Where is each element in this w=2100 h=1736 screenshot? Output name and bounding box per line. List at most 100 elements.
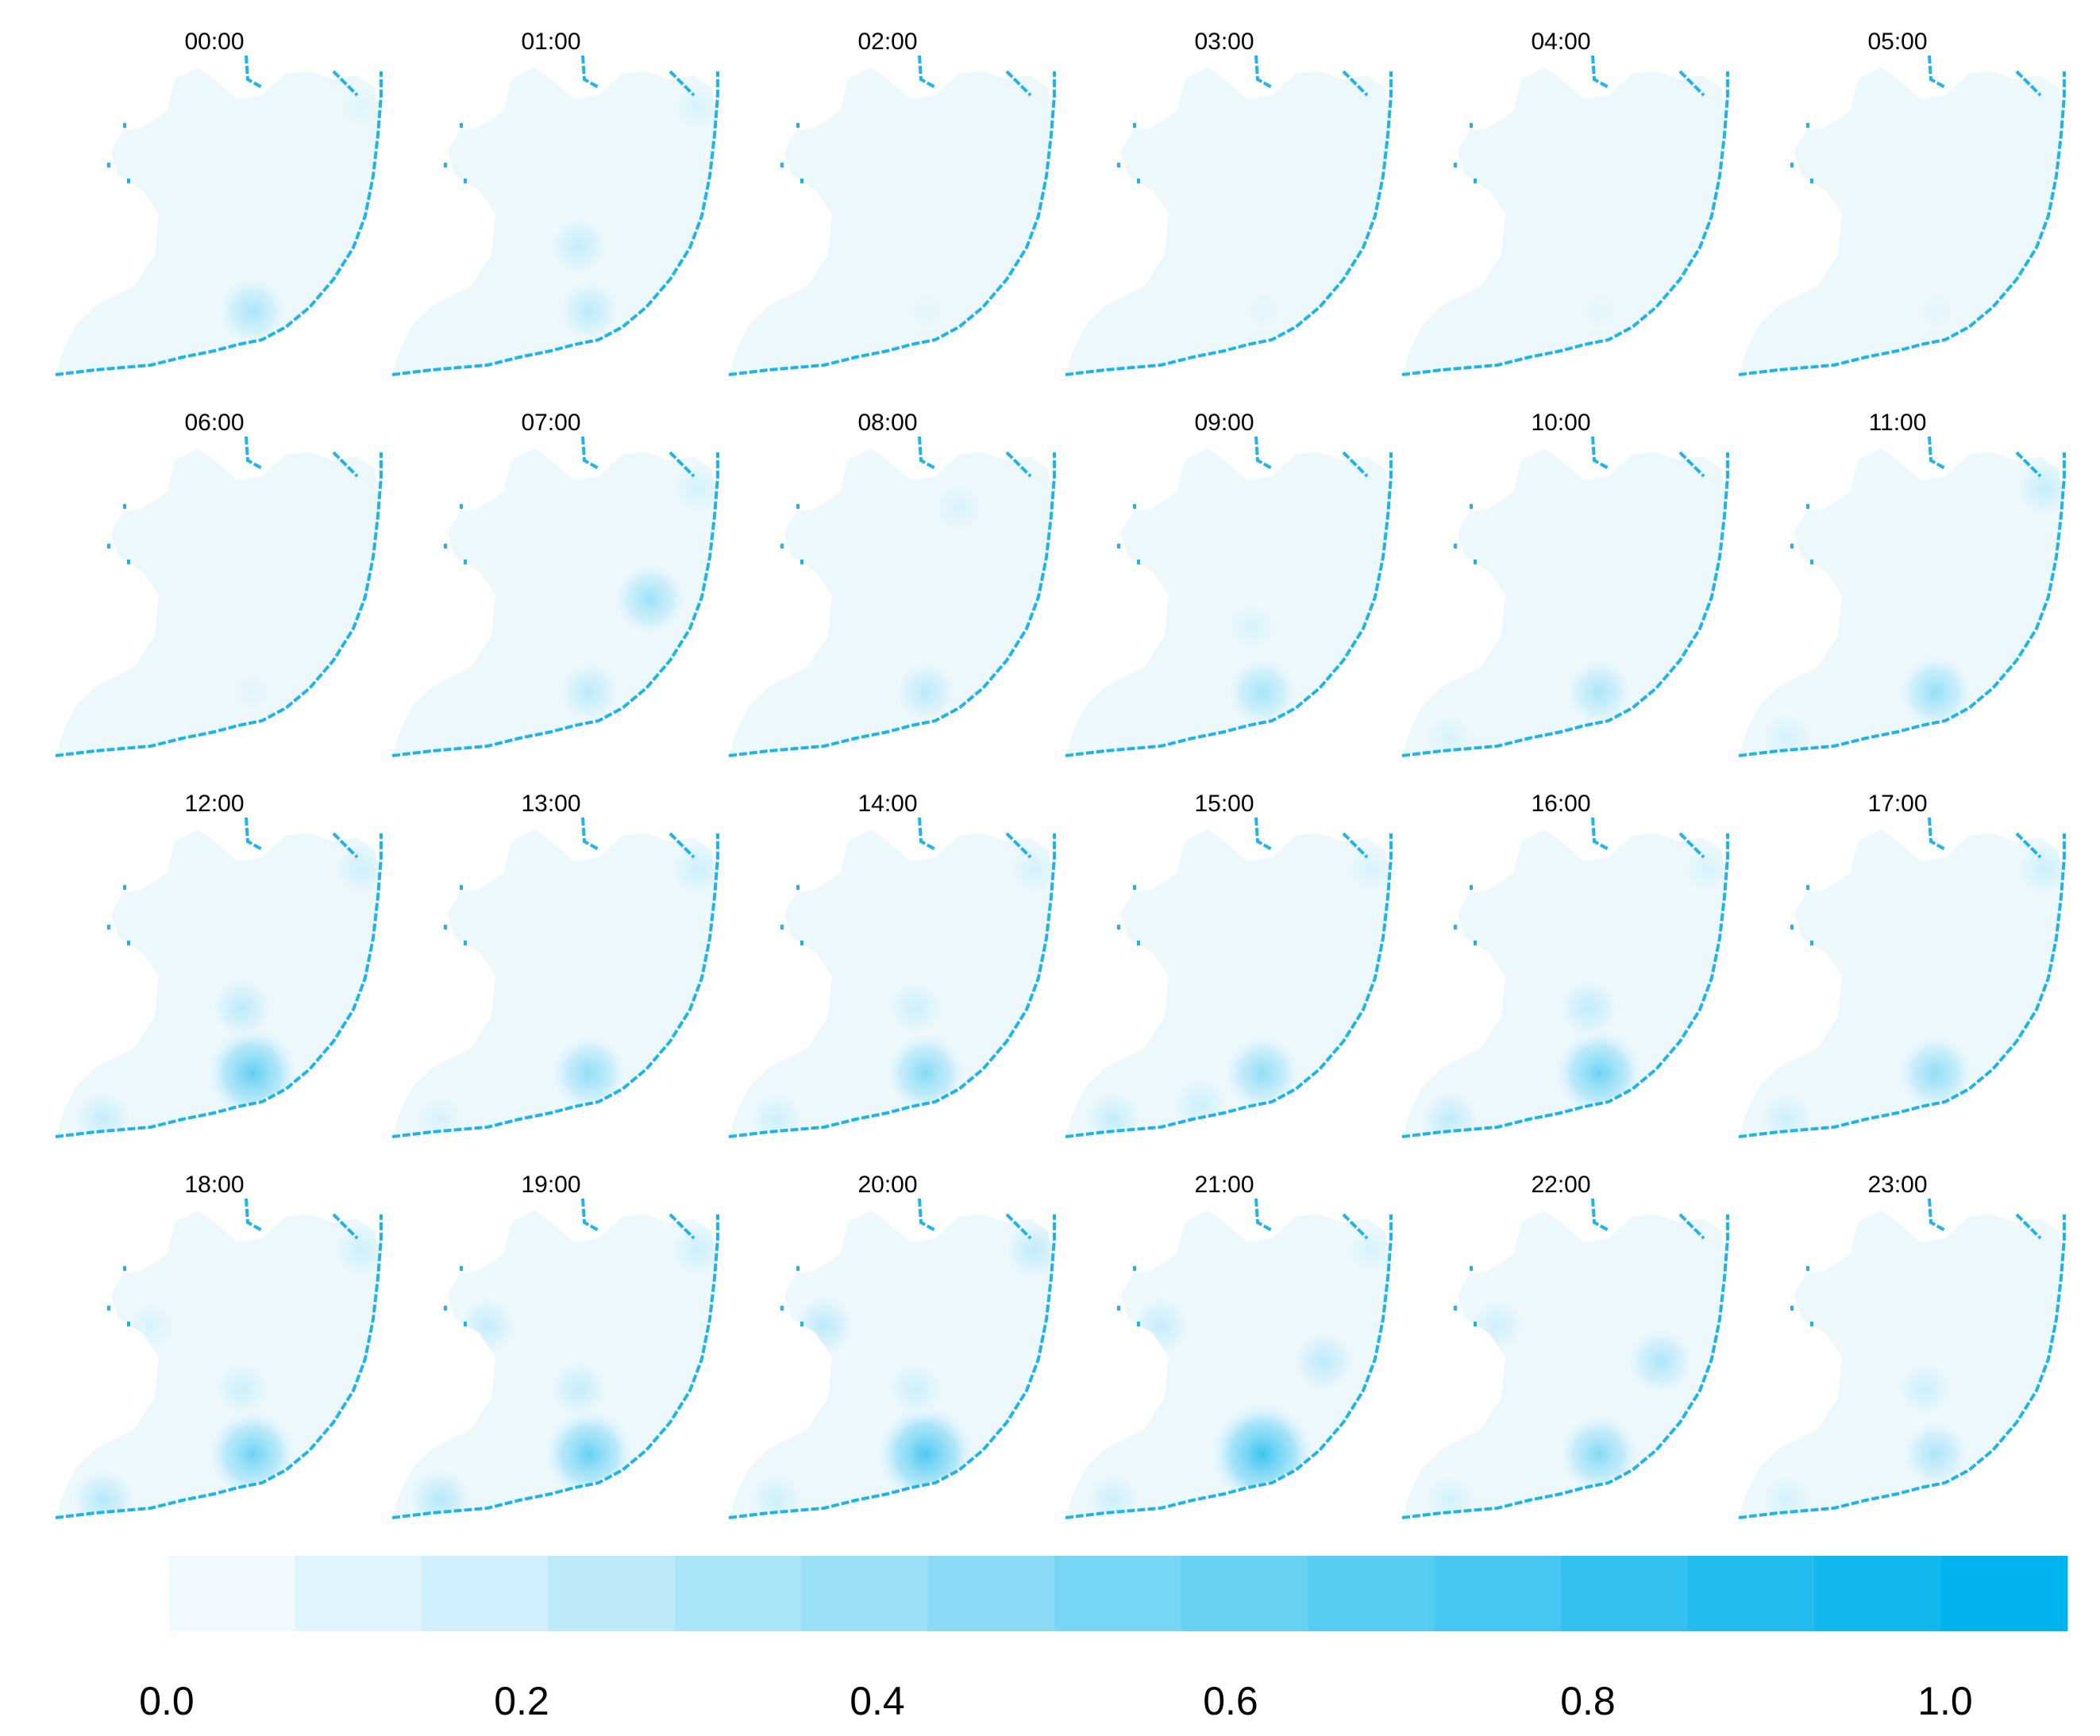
islet — [1790, 163, 1794, 167]
hotspot — [1236, 285, 1289, 337]
islet — [1470, 123, 1473, 128]
region-land — [1739, 1211, 2063, 1516]
legend-swatch — [421, 1556, 549, 1631]
panel-title: 04:00 — [1531, 29, 1590, 55]
islet — [444, 163, 447, 167]
north-border — [1928, 55, 1946, 89]
hotspot — [548, 1358, 610, 1420]
panel-title: 07:00 — [521, 410, 580, 436]
hotspot — [1758, 710, 1815, 754]
map-panel: 09:00 — [1065, 410, 1393, 757]
islet — [1790, 1306, 1794, 1311]
islet — [1454, 1306, 1457, 1311]
islet — [1137, 179, 1140, 183]
legend-tick-label: 1.0 — [1917, 1679, 1973, 1723]
islet — [460, 123, 463, 128]
islet — [127, 1322, 130, 1326]
hotspot — [1343, 841, 1389, 897]
islet — [1810, 1322, 1813, 1326]
region-land — [729, 67, 1053, 373]
northeast-border — [1342, 70, 1369, 97]
hotspot — [1224, 599, 1280, 655]
north-border — [1254, 817, 1273, 851]
panel-title: 17:00 — [1867, 791, 1927, 817]
hotspot — [72, 1088, 134, 1135]
hotspot — [746, 1470, 807, 1516]
islet — [444, 1306, 447, 1311]
region-land — [56, 67, 380, 373]
panel-title: 18:00 — [184, 1172, 244, 1198]
panel-title: 23:00 — [1867, 1172, 1927, 1198]
islet — [780, 163, 784, 167]
islet — [1454, 163, 1457, 167]
coastline — [728, 71, 1056, 376]
hotspot — [1564, 657, 1634, 727]
coastline — [55, 71, 383, 376]
map-panel: 12:00 — [55, 791, 383, 1138]
legend-tick-label: 0.6 — [1203, 1679, 1258, 1723]
northeast-border — [332, 451, 359, 478]
map-panel: 17:00 — [1738, 791, 2066, 1138]
panel-title: 10:00 — [1531, 410, 1590, 436]
northeast-border — [1342, 451, 1369, 478]
hotspot — [1901, 1419, 1971, 1489]
coastline — [55, 452, 383, 757]
northeast-border — [1342, 1213, 1369, 1240]
islet — [1474, 560, 1477, 564]
islet — [780, 925, 784, 930]
islet — [1810, 179, 1813, 183]
map-panel: 14:00 — [728, 791, 1056, 1138]
panel-title: 06:00 — [184, 410, 244, 436]
islet — [1133, 123, 1136, 128]
islet — [107, 925, 110, 930]
islet — [127, 179, 130, 183]
map-panel: 07:00 — [391, 410, 719, 757]
hotspot — [1006, 841, 1053, 898]
coastline — [55, 833, 383, 1138]
islet — [780, 544, 784, 549]
islet — [796, 123, 800, 128]
islet — [1117, 163, 1120, 167]
legend-swatch — [1814, 1556, 1942, 1631]
panel-title: 16:00 — [1531, 791, 1590, 817]
map-panel: 03:00 — [1065, 29, 1393, 376]
region-land — [1065, 67, 1389, 373]
north-border — [918, 55, 936, 89]
coastline — [1065, 71, 1393, 376]
hotspot — [1758, 1472, 1815, 1516]
hotspot — [885, 1359, 946, 1419]
map-panel: 16:00 — [1401, 791, 1729, 1138]
north-border — [581, 55, 599, 89]
north-border — [1254, 436, 1273, 470]
coastline — [728, 833, 1056, 1138]
hotspot — [1418, 1087, 1482, 1135]
northeast-border — [1005, 1213, 1032, 1240]
legend-swatch — [1181, 1556, 1308, 1631]
hotspot — [1170, 1075, 1231, 1135]
legend-ticks: 0.0 0.2 0.4 0.6 0.8 1.0 — [139, 1679, 1973, 1723]
hotspot-layer — [557, 460, 716, 725]
region-land — [1065, 830, 1389, 1135]
hotspot — [1226, 656, 1299, 729]
region-land — [1402, 448, 1726, 754]
panel-title: 03:00 — [1194, 29, 1254, 55]
hotspot — [1083, 1470, 1143, 1516]
legend-tick-label: 0.8 — [1560, 1679, 1616, 1723]
north-border — [1591, 1198, 1609, 1232]
hotspot — [612, 561, 688, 637]
northeast-border — [2015, 832, 2042, 859]
hotspot — [557, 279, 622, 344]
north-border — [1928, 817, 1946, 851]
hotspot — [1422, 710, 1478, 754]
coastline — [391, 1214, 719, 1519]
map-panel: 20:00 — [728, 1172, 1056, 1519]
north-border — [918, 1198, 936, 1232]
north-border — [1591, 817, 1609, 851]
panel-title: 14:00 — [857, 791, 917, 817]
islet — [1470, 504, 1473, 509]
islet — [800, 560, 803, 564]
region-land — [56, 830, 380, 1135]
legend-colorbar — [168, 1556, 2068, 1631]
region-land — [392, 830, 716, 1135]
hotspot-layer — [1082, 841, 1389, 1135]
